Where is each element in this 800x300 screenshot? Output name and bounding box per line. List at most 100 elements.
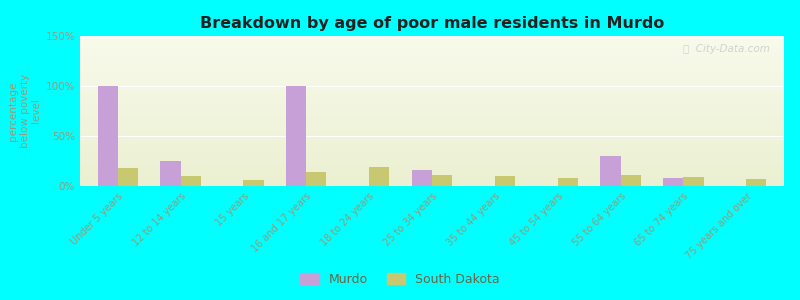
Bar — [80, 163, 784, 164]
Bar — [80, 91, 784, 92]
Bar — [80, 69, 784, 70]
Bar — [80, 65, 784, 66]
Bar — [80, 101, 784, 102]
Bar — [80, 86, 784, 87]
Bar — [80, 49, 784, 50]
Bar — [80, 161, 784, 162]
Bar — [746, 179, 766, 186]
Bar — [80, 53, 784, 54]
Bar — [80, 159, 784, 160]
Bar — [432, 175, 452, 186]
Bar — [80, 177, 784, 178]
Bar — [80, 67, 784, 68]
Bar — [286, 86, 306, 186]
Bar — [118, 168, 138, 186]
Bar — [80, 156, 784, 157]
Bar — [80, 93, 784, 94]
Bar — [80, 85, 784, 86]
Bar — [80, 39, 784, 40]
Bar — [80, 43, 784, 44]
Bar — [80, 103, 784, 104]
Bar — [80, 68, 784, 69]
Bar — [80, 132, 784, 133]
Bar — [80, 140, 784, 141]
Bar — [80, 122, 784, 123]
Bar — [80, 95, 784, 96]
Bar — [80, 50, 784, 51]
Bar — [80, 146, 784, 147]
Bar — [80, 118, 784, 119]
Bar — [80, 172, 784, 173]
Bar — [80, 110, 784, 111]
Bar — [80, 112, 784, 113]
Bar — [80, 58, 784, 59]
Bar — [80, 162, 784, 163]
Bar — [80, 173, 784, 174]
Bar — [80, 119, 784, 120]
Bar — [80, 81, 784, 82]
Bar — [80, 168, 784, 169]
Bar — [80, 90, 784, 91]
Bar — [80, 124, 784, 125]
Bar — [80, 175, 784, 176]
Bar — [80, 84, 784, 85]
Bar — [80, 46, 784, 47]
Bar — [80, 179, 784, 180]
Bar — [80, 126, 784, 127]
Bar — [80, 176, 784, 177]
Bar — [80, 100, 784, 101]
Bar — [80, 71, 784, 72]
Bar — [80, 131, 784, 132]
Bar — [80, 120, 784, 121]
Bar — [80, 130, 784, 131]
Bar — [663, 178, 683, 186]
Bar — [80, 41, 784, 42]
Bar — [80, 167, 784, 168]
Bar — [80, 185, 784, 186]
Bar — [80, 37, 784, 38]
Bar — [80, 141, 784, 142]
Bar — [80, 117, 784, 118]
Bar — [80, 62, 784, 63]
Bar — [80, 47, 784, 48]
Bar — [80, 107, 784, 108]
Bar — [80, 80, 784, 81]
Bar — [80, 150, 784, 151]
Y-axis label: percentage
below poverty
level: percentage below poverty level — [8, 74, 42, 148]
Bar — [80, 149, 784, 150]
Bar — [80, 183, 784, 184]
Bar — [161, 161, 181, 186]
Bar — [80, 38, 784, 39]
Legend: Murdo, South Dakota: Murdo, South Dakota — [295, 268, 505, 291]
Bar — [495, 176, 515, 186]
Bar — [80, 66, 784, 67]
Bar — [80, 115, 784, 116]
Bar — [80, 108, 784, 109]
Bar — [80, 83, 784, 84]
Bar — [80, 48, 784, 49]
Bar — [80, 144, 784, 145]
Bar — [80, 40, 784, 41]
Bar — [80, 94, 784, 95]
Bar — [80, 98, 784, 99]
Bar — [80, 109, 784, 110]
Bar — [80, 133, 784, 134]
Bar — [80, 111, 784, 112]
Bar — [412, 170, 432, 186]
Bar — [601, 156, 621, 186]
Bar — [80, 52, 784, 53]
Bar — [80, 113, 784, 114]
Bar — [80, 36, 784, 37]
Bar — [80, 76, 784, 77]
Bar — [80, 45, 784, 46]
Bar — [80, 78, 784, 79]
Bar — [80, 135, 784, 136]
Bar — [80, 166, 784, 167]
Title: Breakdown by age of poor male residents in Murdo: Breakdown by age of poor male residents … — [200, 16, 664, 31]
Bar — [80, 158, 784, 159]
Bar — [98, 86, 118, 186]
Bar — [80, 105, 784, 106]
Bar — [80, 123, 784, 124]
Bar — [80, 169, 784, 170]
Bar — [80, 127, 784, 128]
